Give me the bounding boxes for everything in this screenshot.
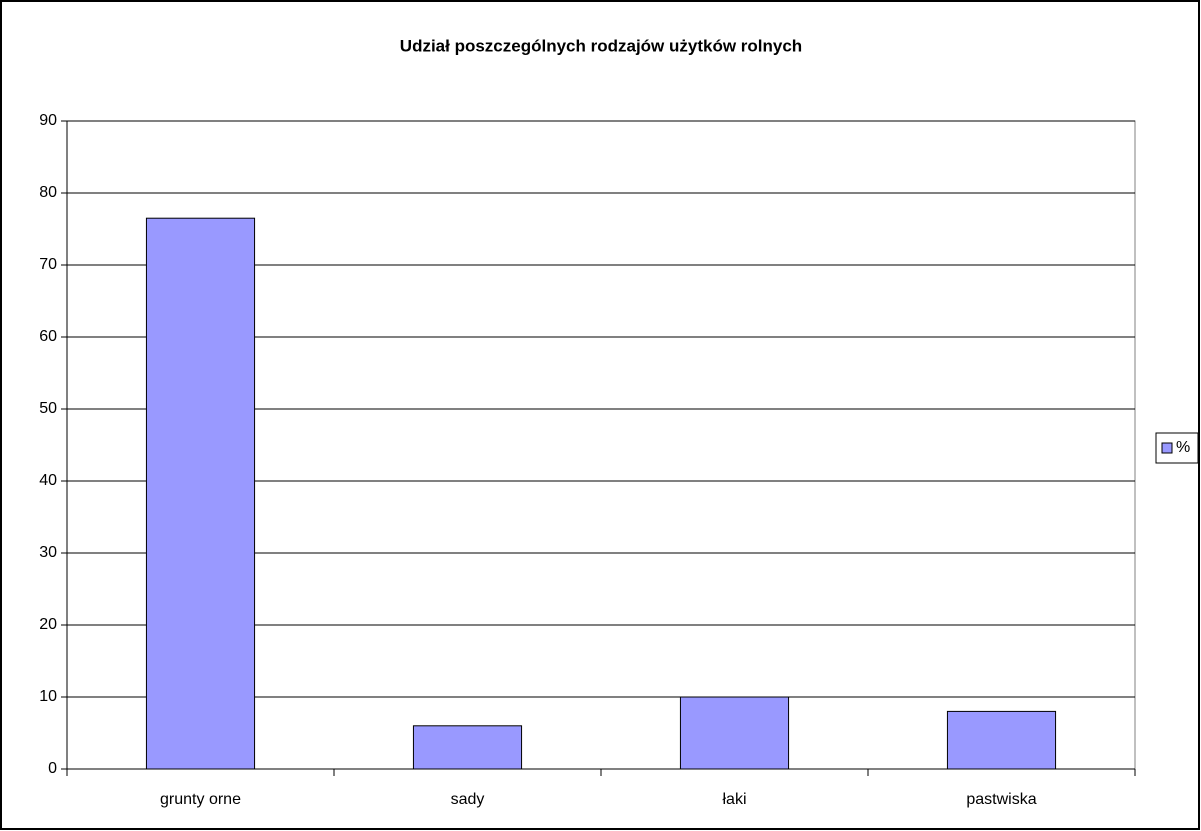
chart-title: Udział poszczególnych rodzajów użytków r… — [400, 36, 802, 55]
x-tick-label: pastwiska — [966, 791, 1036, 808]
x-tick-label: łaki — [722, 791, 746, 808]
y-tick-label: 30 — [39, 544, 57, 561]
bar — [946, 710, 1057, 770]
y-tick-label: 40 — [39, 472, 57, 489]
y-tick-label: 10 — [39, 688, 57, 705]
y-tick-label: 0 — [48, 760, 57, 777]
y-tick-label: 50 — [39, 400, 57, 417]
legend-swatch — [1161, 442, 1173, 454]
bar — [412, 725, 523, 770]
y-tick-label: 80 — [39, 184, 57, 201]
y-tick-label: 20 — [39, 616, 57, 633]
legend-label: % — [1176, 439, 1190, 456]
y-tick-label: 90 — [39, 112, 57, 129]
y-tick-label: 60 — [39, 328, 57, 345]
bar — [145, 217, 256, 770]
x-tick-label: grunty orne — [160, 791, 241, 808]
x-tick-label: sady — [451, 791, 485, 808]
bar — [679, 696, 790, 770]
y-tick-label: 70 — [39, 256, 57, 273]
